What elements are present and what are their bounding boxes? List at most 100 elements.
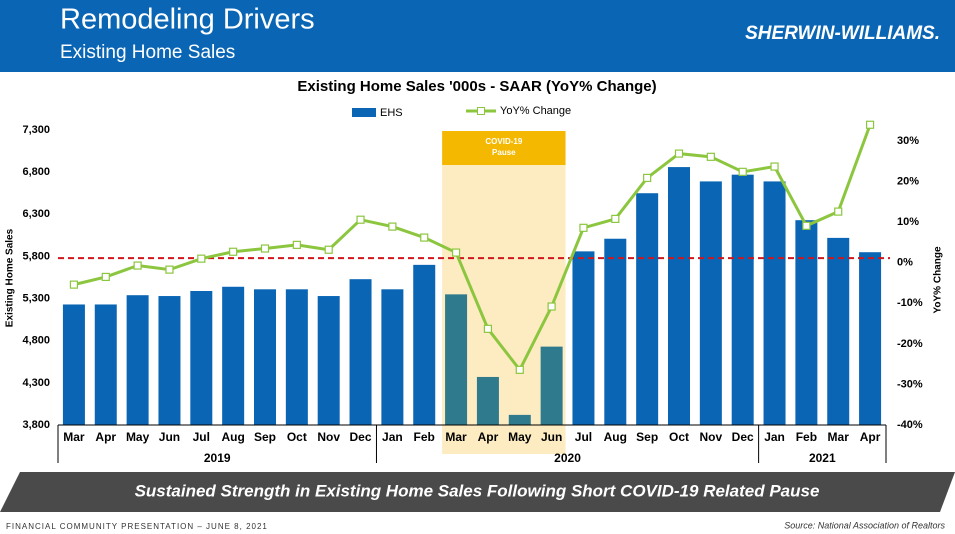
x-tick-label: Apr [860,430,881,444]
annotation-box [442,131,566,165]
line-marker [706,152,715,161]
year-label: 2019 [204,451,231,465]
bar [476,376,499,425]
line-marker [865,120,875,129]
x-tick-label: Feb [796,430,817,444]
bar [158,296,181,425]
line-marker [420,233,429,242]
bar [827,237,850,425]
line-marker [483,324,493,333]
x-tick-label: Jul [575,430,592,444]
x-tick-label: Mar [828,430,850,444]
y-tick-label: 5,800 [22,250,50,262]
bar [285,289,308,425]
line-marker [165,265,174,274]
header-subtitle: Existing Home Sales [60,42,235,63]
bar [126,295,149,425]
x-tick-label: Jan [382,430,403,444]
bar [445,294,468,425]
bar [763,181,786,425]
line-marker [451,248,461,257]
y2-tick-label: 30% [897,135,919,147]
x-tick-label: Dec [732,430,754,444]
legend-label: YoY% Change [500,105,571,117]
x-tick-label: May [126,430,150,444]
bar [94,304,117,425]
line-marker [292,240,301,249]
year-label: 2021 [809,451,836,465]
x-tick-label: Sep [254,430,276,444]
bar [731,174,754,425]
banner-bar [0,472,955,512]
bar [699,181,722,425]
x-tick-label: Jul [193,430,210,444]
header-title: Remodeling Drivers [60,4,315,36]
bar [62,304,85,425]
x-tick-label: Apr [95,430,116,444]
x-tick-label: Feb [414,430,435,444]
x-tick-label: Aug [221,430,244,444]
y-tick-label: 4,800 [22,335,50,347]
bar [572,251,595,425]
logo: SHERWIN-WILLIAMS. [745,23,940,44]
y-axis-title: Existing Home Sales [5,228,16,327]
y2-tick-label: -40% [897,419,923,431]
x-tick-label: Mar [445,430,467,444]
bar [413,264,436,425]
line-marker [611,214,620,223]
bar [222,286,245,425]
line [73,124,872,373]
x-tick-label: Oct [287,430,307,444]
legend-label: EHS [380,107,403,119]
annotation-text: COVID-19 [485,137,522,146]
x-tick-label: Dec [350,430,372,444]
line-marker [834,207,843,216]
y-tick-label: 5,300 [22,292,50,304]
legend-marker [477,107,485,115]
bar [859,252,882,425]
footer-left: FINANCIAL COMMUNITY PRESENTATION – JUNE … [6,522,268,531]
y2-tick-label: -20% [897,338,923,350]
line-marker [770,162,779,171]
line-marker [547,302,556,311]
legend-swatch [352,108,376,117]
x-tick-label: Jun [159,430,180,444]
bar [317,296,340,425]
bar [604,238,627,425]
annotation-text: Pause [492,148,516,157]
line-marker [133,261,142,270]
line-marker [515,365,524,374]
line-marker [643,173,652,183]
y2-tick-label: 10% [897,216,919,228]
x-tick-label: Nov [317,430,340,444]
x-tick-label: May [508,430,532,444]
bar [540,346,563,425]
bar [381,289,404,425]
x-tick-label: Aug [604,430,627,444]
bar [795,220,818,425]
y2-tick-label: -10% [897,297,923,309]
line-marker [101,272,110,282]
x-tick-label: Sep [636,430,658,444]
line-marker [260,244,270,253]
line-marker [356,215,365,224]
y-tick-label: 4,300 [22,377,50,389]
chart-title: Existing Home Sales '000s - SAAR (YoY% C… [297,78,656,95]
y-tick-label: 6,800 [22,166,50,178]
x-tick-label: Nov [700,430,723,444]
line-marker [802,221,811,230]
y2-tick-label: 20% [897,175,919,187]
plot: COVID-19 Pause 3,800 4,300 4,800 5,300 5,800 6,… [5,105,944,465]
y-tick-label: 6,300 [22,208,50,220]
line-marker [388,222,397,231]
banner-text: Sustained Strength in Existing Home Sale… [135,481,820,500]
x-tick-label: Apr [478,430,499,444]
x-tick-label: Jun [541,430,562,444]
footer-source: Source: National Association of Realtors [784,520,945,530]
bar [349,279,372,425]
y-tick-label: 7,300 [22,124,50,136]
y2-tick-label: 0% [897,257,913,269]
y-tick-label: 3,800 [22,419,50,431]
line-marker [197,254,206,263]
